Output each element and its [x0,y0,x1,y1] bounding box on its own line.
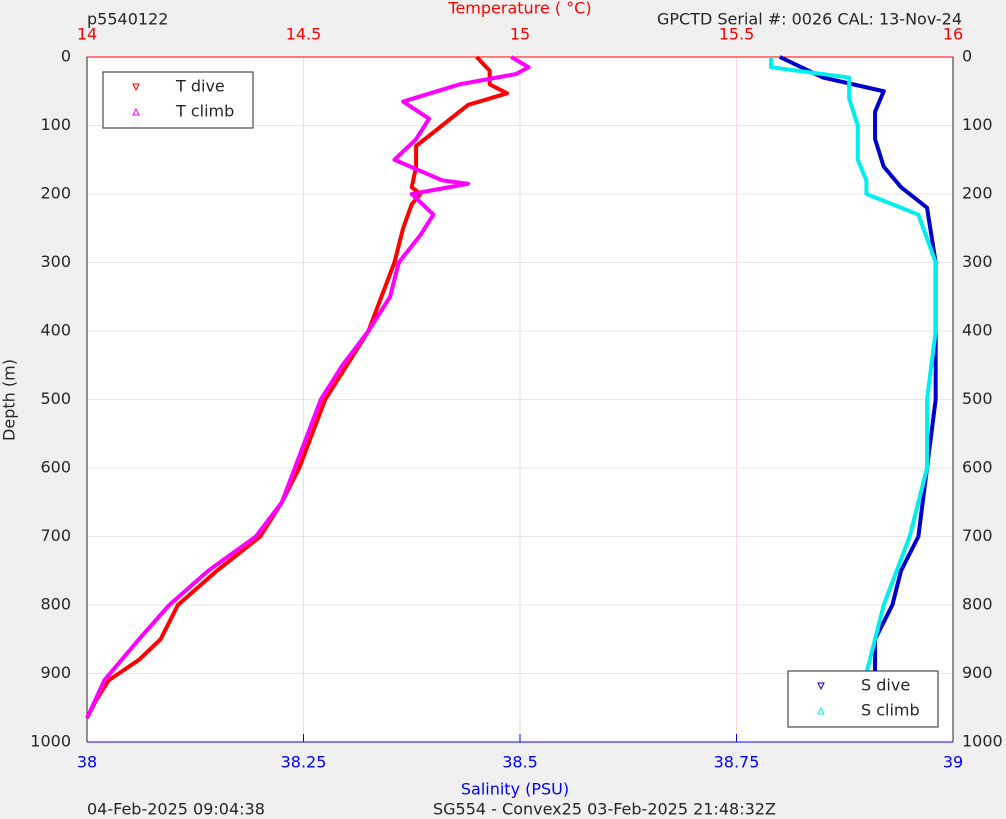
legend-label: S dive [861,676,910,695]
y-tick-label: 300 [40,252,71,271]
legend-box [102,71,254,129]
y-tick-label: 700 [40,526,71,545]
profile-line [85,55,531,719]
y2-tick-label: 1000 [962,732,1003,751]
y-tick-label: 900 [40,663,71,682]
legend-box [787,670,939,728]
header-right: GPCTD Serial #: 0026 CAL: 13-Nov-24 [657,10,962,29]
legend-marker [817,682,825,691]
y2-tick-label: 300 [962,252,993,271]
legend-marker [132,83,140,92]
x2-tick-label: 14.5 [286,25,322,44]
y2-tick-label: 0 [962,47,972,66]
y-tick-label: 0 [61,47,71,66]
y-tick-label: 1000 [30,732,71,751]
y-tick-label: 200 [40,184,71,203]
y2-tick-label: 900 [962,663,993,682]
x2-axis-label: Temperature ( °C) [447,0,591,18]
y2-tick-label: 600 [962,458,993,477]
y-tick-label: 400 [40,321,71,340]
y-tick-label: 500 [40,389,71,408]
x2-tick-label: 16 [943,25,963,44]
legend-label: S climb [861,701,920,720]
y2-tick-label: 500 [962,389,993,408]
legend-label: T climb [175,102,234,121]
x-tick-label: 39 [943,753,963,772]
y-tick-label: 100 [40,115,71,134]
y2-tick-label: 200 [962,184,993,203]
legend-marker [817,706,825,715]
footer-right: SG554 - Convex25 03-Feb-2025 21:48:32Z [433,800,776,819]
x-tick-label: 38 [77,753,97,772]
x2-tick-label: 14 [77,25,97,44]
legend-label: T dive [175,77,225,96]
footer-left: 04-Feb-2025 09:04:38 [87,800,265,819]
legend-marker [132,107,140,116]
y2-tick-label: 700 [962,526,993,545]
y2-tick-label: 400 [962,321,993,340]
y2-tick-label: 800 [962,595,993,614]
y-tick-label: 600 [40,458,71,477]
y-tick-label: 800 [40,595,71,614]
profile-line [85,55,510,719]
x-tick-label: 38.5 [502,753,538,772]
y-axis-label: Depth (m) [0,359,19,441]
x2-tick-label: 15.5 [719,25,755,44]
header-left: p5540122 [87,10,168,29]
x2-tick-label: 15 [510,25,530,44]
x-tick-label: 38.75 [714,753,760,772]
y2-tick-label: 100 [962,115,993,134]
x-tick-label: 38.25 [281,753,327,772]
x-axis-label: Salinity (PSU) [461,780,569,799]
profile-line [769,57,938,719]
